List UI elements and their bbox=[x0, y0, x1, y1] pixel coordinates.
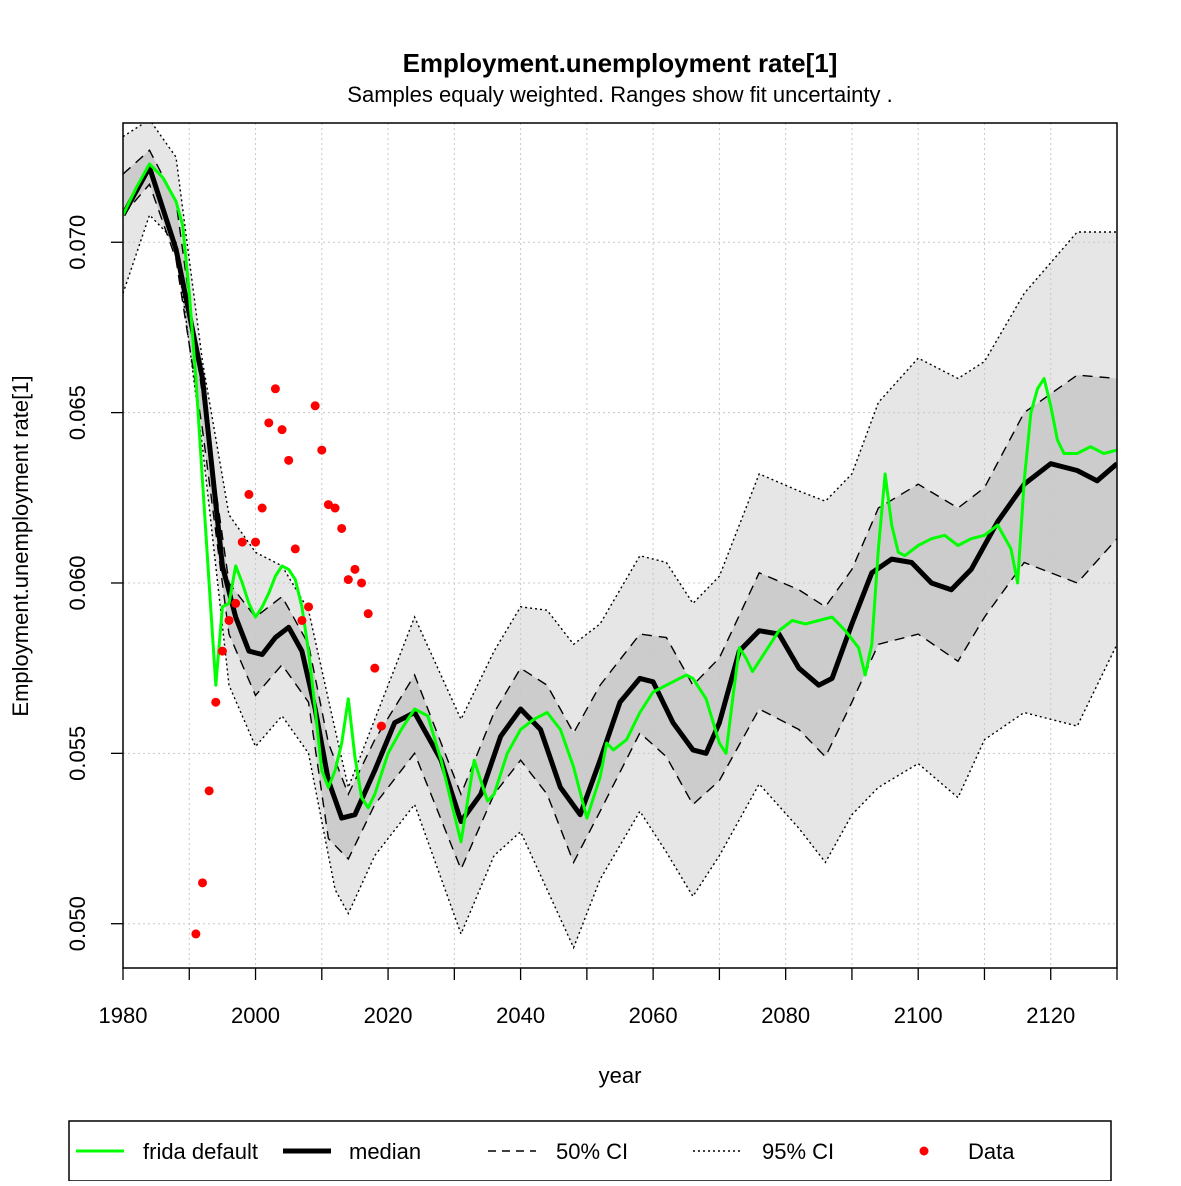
data-point bbox=[297, 615, 307, 625]
data-point bbox=[370, 663, 380, 673]
chart-subtitle: Samples equaly weighted. Ranges show fit… bbox=[347, 82, 892, 107]
data-point bbox=[211, 697, 221, 707]
data-point bbox=[304, 602, 314, 612]
legend-50ci-label: 50% CI bbox=[556, 1139, 628, 1164]
data-point bbox=[277, 425, 287, 435]
plot-frame bbox=[122, 122, 1118, 969]
y-tick-label: 0.055 bbox=[65, 726, 90, 781]
legend-data-swatch bbox=[919, 1146, 929, 1156]
ci95-band bbox=[123, 123, 1117, 948]
data-point bbox=[317, 445, 327, 455]
data-point bbox=[270, 384, 280, 394]
chart-title: Employment.unemployment rate[1] bbox=[403, 48, 838, 78]
y-tick-label: 0.050 bbox=[65, 896, 90, 951]
plot-clipped-group bbox=[123, 123, 1117, 968]
legend-data-label: Data bbox=[968, 1139, 1015, 1164]
frida-default-line bbox=[123, 162, 1117, 844]
y-tick-label: 0.070 bbox=[65, 215, 90, 270]
x-tick-label: 2060 bbox=[629, 1003, 678, 1028]
x-tick-label: 2040 bbox=[496, 1003, 545, 1028]
data-point bbox=[191, 929, 201, 939]
x-tick-label: 2080 bbox=[761, 1003, 810, 1028]
x-tick-label: 1980 bbox=[99, 1003, 148, 1028]
data-point bbox=[264, 418, 274, 428]
legend-frida-default-label: frida default bbox=[143, 1139, 258, 1164]
data-point bbox=[357, 578, 367, 588]
legend-box bbox=[68, 1120, 1112, 1182]
data-point bbox=[337, 523, 347, 533]
ci95-lower-line bbox=[123, 213, 1117, 950]
data-point bbox=[290, 544, 300, 554]
y-axis-label: Employment.unemployment rate[1] bbox=[8, 375, 33, 716]
legend-median-label: median bbox=[349, 1139, 421, 1164]
legend: frida default median 50% CI 95% CI Data bbox=[68, 1120, 1112, 1182]
data-point bbox=[284, 455, 294, 465]
data-point bbox=[343, 575, 353, 585]
ci50-lower-line bbox=[123, 182, 1117, 872]
ci50-upper-line bbox=[123, 149, 1117, 797]
x-tick-label: 2000 bbox=[231, 1003, 280, 1028]
data-point bbox=[350, 564, 360, 574]
x-tick-label: 2020 bbox=[364, 1003, 413, 1028]
data-point bbox=[224, 615, 234, 625]
x-tick-label: 2120 bbox=[1026, 1003, 1075, 1028]
data-point bbox=[376, 721, 386, 731]
data-point bbox=[257, 503, 267, 513]
legend-95ci-label: 95% CI bbox=[762, 1139, 834, 1164]
data-point bbox=[198, 878, 208, 888]
data-point bbox=[204, 786, 214, 796]
y-tick-label: 0.060 bbox=[65, 555, 90, 610]
data-point bbox=[237, 537, 247, 547]
data-point bbox=[231, 598, 241, 608]
data-point bbox=[363, 609, 373, 619]
ci95-upper-line bbox=[123, 123, 1117, 790]
data-point bbox=[323, 500, 333, 510]
y-tick-label: 0.065 bbox=[65, 385, 90, 440]
data-point bbox=[251, 537, 261, 547]
plot-area: 1980 2000 2020 2040 2060 2080 2100 2120 0.050 0.0… bbox=[65, 122, 1118, 1028]
median-line bbox=[123, 164, 1117, 824]
data-point bbox=[310, 401, 320, 411]
data-point bbox=[217, 646, 227, 656]
data-point bbox=[244, 489, 254, 499]
data-point bbox=[330, 503, 340, 513]
x-axis-label: year bbox=[599, 1063, 642, 1088]
x-tick-label: 2100 bbox=[894, 1003, 943, 1028]
